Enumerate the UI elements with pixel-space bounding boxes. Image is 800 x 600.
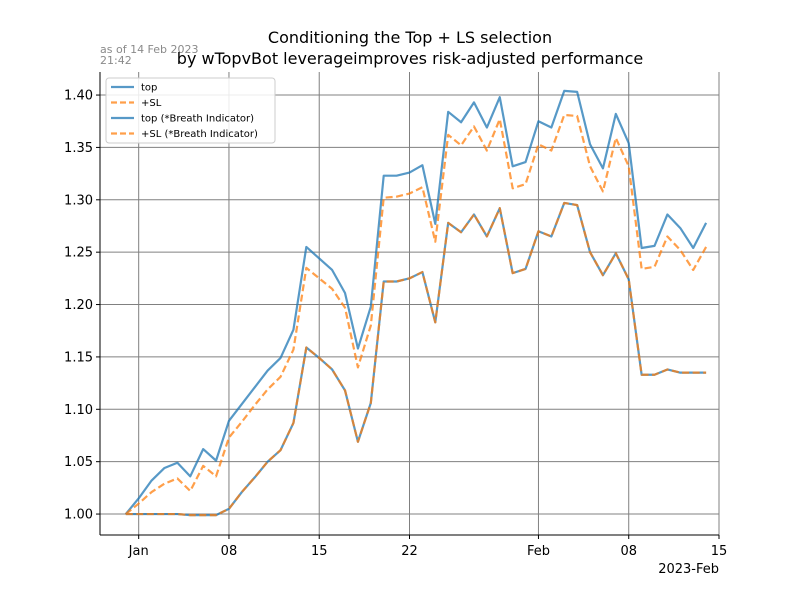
series-line-0 xyxy=(124,89,708,515)
y-tick-label: 1.05 xyxy=(64,455,93,470)
legend-label: +SL xyxy=(141,98,162,109)
y-tick-label: 1.15 xyxy=(64,350,93,365)
axes: 1.00 1.05 1.10 1.15 1.20 1.25 1.30 1.35 1.40 Jan 0… xyxy=(64,72,727,559)
legend: top +SL top (*Breath Indicator) +SL (*Breat… xyxy=(105,77,276,144)
y-tick-label: 1.20 xyxy=(64,298,93,313)
y-tick-label: 1.35 xyxy=(64,141,93,156)
x-tick-label: Jan xyxy=(128,544,149,559)
y-tick-label: 1.30 xyxy=(64,193,93,208)
grid xyxy=(100,72,720,535)
legend-box xyxy=(105,77,276,144)
chart-subtitle: by wTopvBot leverageimproves risk-adjust… xyxy=(177,49,643,68)
y-tick-label: 1.10 xyxy=(64,403,93,418)
y-tick-label: 1.40 xyxy=(64,89,93,104)
legend-label: top xyxy=(141,83,157,94)
series-line-1 xyxy=(125,113,708,515)
legend-label: +SL (*Breath Indicator) xyxy=(141,129,258,140)
x-tick-label: 22 xyxy=(401,544,418,559)
series-line-3 xyxy=(125,201,707,517)
x-tick-label: 15 xyxy=(311,544,328,559)
y-tick-label: 1.00 xyxy=(64,508,93,523)
series-lines xyxy=(124,89,708,517)
x-tick-label: 08 xyxy=(221,544,238,559)
x-offset-label: 2023-Feb xyxy=(658,562,719,577)
timestamp: as of 14 Feb 2023 21:42 xyxy=(100,44,199,66)
timestamp-time: 21:42 xyxy=(100,54,132,67)
timestamp-date: as of 14 Feb 2023 xyxy=(100,43,199,56)
chart-title: Conditioning the Top + LS selection xyxy=(268,28,552,47)
series-line-2 xyxy=(125,201,707,517)
x-tick-label: 08 xyxy=(620,544,637,559)
x-tick-label: 15 xyxy=(711,544,728,559)
x-tick-label: Feb xyxy=(527,544,550,559)
y-tick-label: 1.25 xyxy=(64,246,93,261)
legend-label: top (*Breath Indicator) xyxy=(141,114,254,125)
